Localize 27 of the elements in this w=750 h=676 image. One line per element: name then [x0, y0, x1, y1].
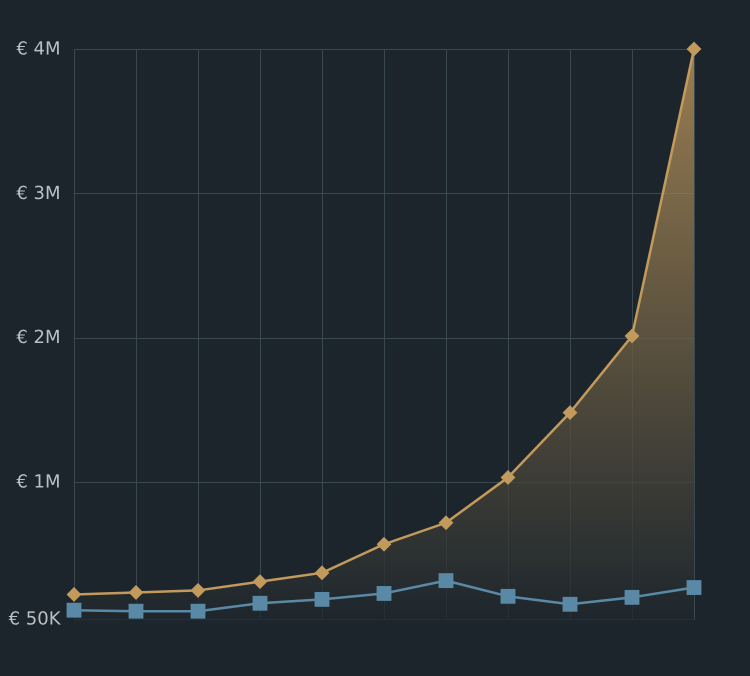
point — [686, 580, 702, 595]
point — [438, 573, 454, 588]
point — [500, 470, 516, 485]
point — [686, 42, 702, 56]
point — [128, 585, 144, 600]
y-tick-label: € 3M — [16, 182, 60, 204]
point — [66, 587, 82, 602]
point — [190, 583, 206, 598]
point — [252, 596, 268, 611]
point — [376, 586, 392, 601]
point — [562, 405, 578, 420]
point — [314, 565, 330, 580]
point — [624, 590, 640, 605]
point — [252, 574, 268, 590]
y-tick-label: € 4M — [16, 38, 60, 60]
point — [562, 596, 578, 612]
point — [66, 602, 82, 618]
point — [624, 328, 640, 344]
y-tick-label: € 50K — [8, 608, 62, 630]
point — [500, 588, 516, 604]
point — [376, 536, 392, 552]
point — [128, 604, 144, 619]
point — [190, 604, 206, 619]
y-tick-label: € 1M — [16, 471, 60, 492]
point — [314, 592, 330, 607]
y-tick-label: € 2M — [16, 327, 60, 348]
point — [438, 515, 454, 530]
